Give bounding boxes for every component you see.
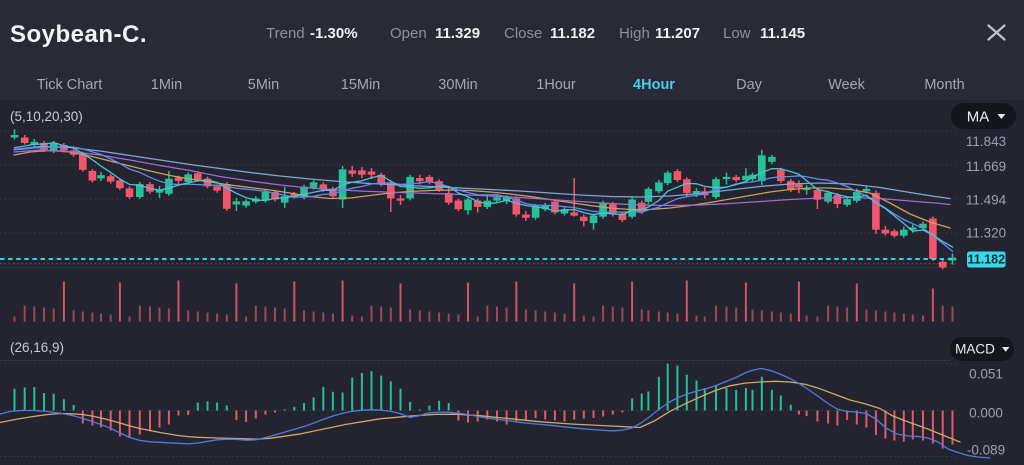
svg-text:MA: MA <box>967 109 990 126</box>
svg-text:11.207: 11.207 <box>655 25 700 42</box>
svg-text:11.669: 11.669 <box>966 159 1006 174</box>
svg-text:11.145: 11.145 <box>760 25 805 42</box>
svg-text:15Min: 15Min <box>341 77 381 93</box>
svg-text:1Hour: 1Hour <box>536 77 576 93</box>
svg-text:High: High <box>619 25 650 42</box>
svg-text:Day: Day <box>736 77 763 93</box>
svg-text:MACD: MACD <box>955 342 995 357</box>
svg-text:Trend: Trend <box>266 25 305 42</box>
svg-text:0.000: 0.000 <box>969 405 1003 420</box>
svg-text:11.320: 11.320 <box>966 226 1006 241</box>
svg-text:Month: Month <box>924 77 964 93</box>
svg-text:11.329: 11.329 <box>435 25 480 42</box>
svg-text:Tick Chart: Tick Chart <box>37 77 103 93</box>
svg-text:30Min: 30Min <box>438 77 478 93</box>
svg-text:11.843: 11.843 <box>966 134 1006 149</box>
svg-text:11.182: 11.182 <box>550 25 595 42</box>
svg-text:Close: Close <box>504 25 542 42</box>
svg-text:(5,10,20,30): (5,10,20,30) <box>10 109 83 124</box>
svg-text:-0.089: -0.089 <box>967 443 1005 458</box>
svg-text:Open: Open <box>390 25 427 42</box>
svg-text:(26,16,9): (26,16,9) <box>10 340 64 355</box>
svg-text:11.182: 11.182 <box>968 252 1006 266</box>
svg-text:Week: Week <box>828 77 866 93</box>
svg-text:1Min: 1Min <box>151 77 182 93</box>
svg-text:0.051: 0.051 <box>969 367 1003 382</box>
svg-text:Soybean-C.: Soybean-C. <box>10 21 147 48</box>
svg-text:5Min: 5Min <box>248 77 279 93</box>
svg-text:Low: Low <box>723 25 751 42</box>
svg-text:4Hour: 4Hour <box>633 77 675 93</box>
svg-text:11.494: 11.494 <box>966 193 1007 208</box>
svg-text:-1.30%: -1.30% <box>310 25 358 42</box>
